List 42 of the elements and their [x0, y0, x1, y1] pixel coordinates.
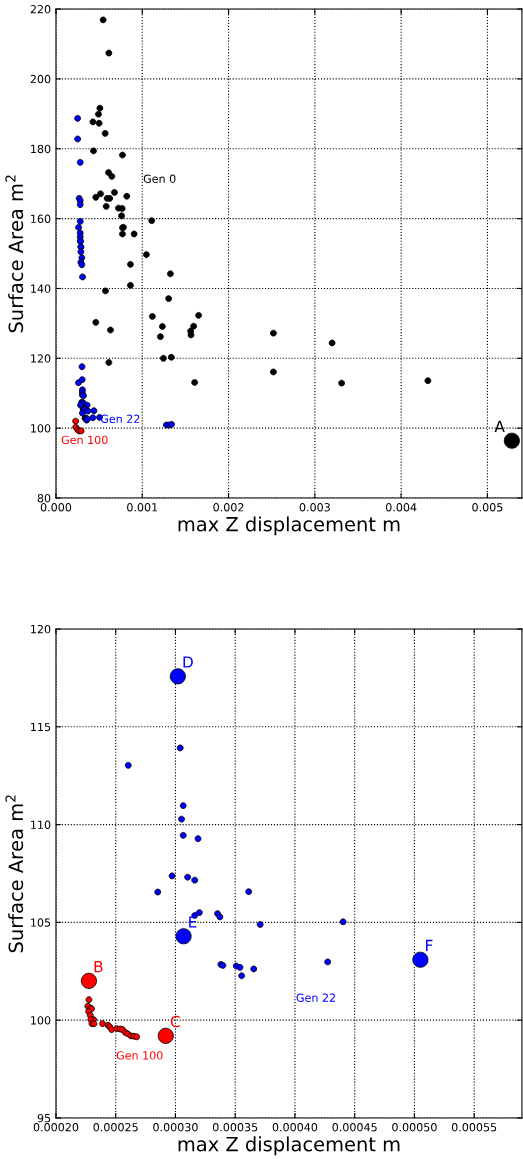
series-label: D [183, 656, 193, 668]
x-tick-label: 0.00050 [392, 1123, 437, 1132]
y-tick-label: 220 [30, 5, 51, 14]
y-tick-label: 180 [31, 144, 51, 154]
x-tick-label: 0.004 [385, 503, 417, 512]
series-label: B [94, 960, 103, 973]
annotation: Gen 100 [116, 1051, 163, 1060]
series-label: C [170, 1015, 180, 1028]
y-tick-label: 100 [31, 424, 51, 433]
y-tick-label: 95 [37, 1113, 51, 1123]
annotation: Gen 22 [100, 414, 140, 424]
y-tick-label: 140 [31, 284, 51, 293]
annotation: Gen 0 [143, 174, 176, 183]
y-tick-label: 120 [31, 624, 51, 634]
y-axis-title: Surface Area m$^{2}$ [5, 795, 24, 953]
x-tick-label: 0.00030 [153, 1123, 198, 1132]
y-tick-label: 105 [31, 918, 51, 927]
y-tick-label: 110 [31, 820, 51, 829]
x-tick-label: 0.005 [472, 503, 503, 512]
x-tick-label: 0.002 [213, 503, 244, 512]
y-tick-label: 200 [30, 74, 51, 84]
x-tick-label: 0.00055 [451, 1123, 497, 1132]
annotation: Gen 100 [61, 435, 108, 445]
y-tick-label: 115 [31, 722, 51, 732]
x-tick-label: 0.001 [127, 503, 158, 512]
x-tick-label: 0.003 [299, 503, 330, 512]
x-axis-title: max Z displacement m [178, 1136, 400, 1156]
x-axis-title: max Z displacement m [178, 516, 400, 536]
x-tick-label: 0.00040 [272, 1123, 318, 1132]
series-label: F [426, 939, 433, 951]
x-tick-label: 0.00035 [212, 1123, 258, 1132]
legend-label: A [494, 420, 505, 433]
x-tick-label: 0.00045 [332, 1123, 377, 1132]
y-tick-label: 160 [31, 214, 51, 223]
y-axis-title: Surface Area m$^{2}$ [5, 175, 24, 333]
y-tick-label: 100 [31, 1016, 51, 1025]
x-tick-label: 0.00025 [93, 1123, 138, 1132]
annotation: Gen 22 [296, 993, 335, 1002]
y-tick-label: 80 [37, 494, 51, 503]
y-tick-label: 120 [31, 354, 51, 363]
x-tick-label: 0.00020 [33, 1123, 79, 1132]
x-tick-label: 0.000 [40, 503, 72, 512]
